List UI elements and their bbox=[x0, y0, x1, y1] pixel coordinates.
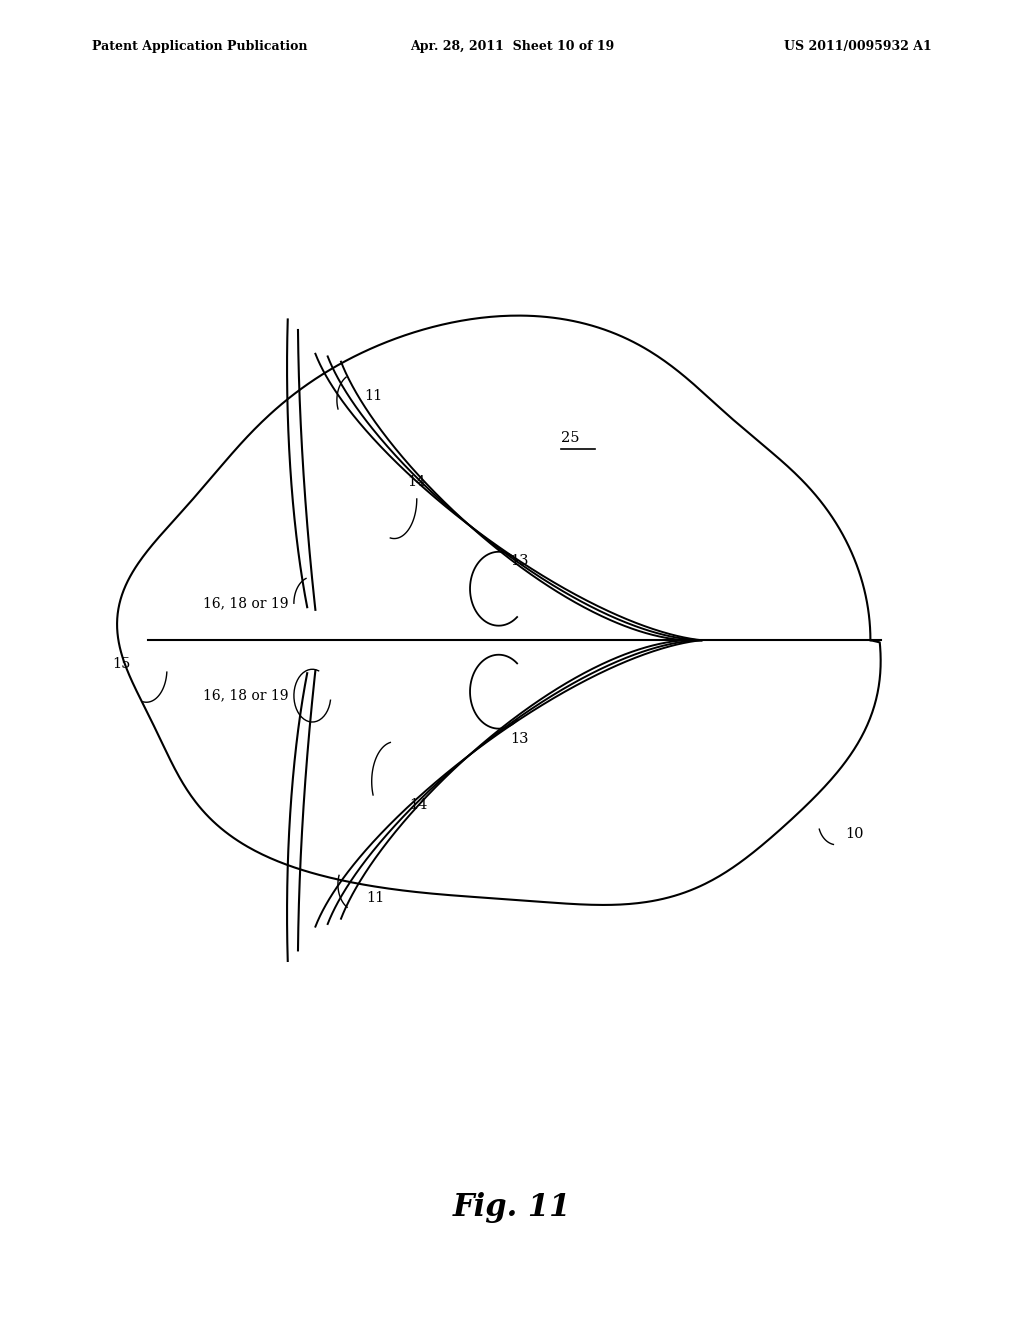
Text: 14: 14 bbox=[410, 799, 428, 812]
Text: 15: 15 bbox=[113, 657, 131, 671]
Text: 13: 13 bbox=[510, 554, 528, 568]
Text: 10: 10 bbox=[845, 828, 863, 841]
Text: US 2011/0095932 A1: US 2011/0095932 A1 bbox=[784, 40, 932, 53]
Text: 11: 11 bbox=[365, 389, 383, 403]
Text: 14: 14 bbox=[408, 475, 426, 488]
Text: Apr. 28, 2011  Sheet 10 of 19: Apr. 28, 2011 Sheet 10 of 19 bbox=[410, 40, 614, 53]
Text: 13: 13 bbox=[510, 733, 528, 746]
Text: 25: 25 bbox=[561, 432, 580, 445]
Text: Fig. 11: Fig. 11 bbox=[453, 1192, 571, 1224]
Text: 11: 11 bbox=[367, 891, 385, 904]
Text: 16, 18 or 19: 16, 18 or 19 bbox=[203, 689, 288, 702]
Text: 16, 18 or 19: 16, 18 or 19 bbox=[203, 597, 288, 610]
Text: Patent Application Publication: Patent Application Publication bbox=[92, 40, 307, 53]
